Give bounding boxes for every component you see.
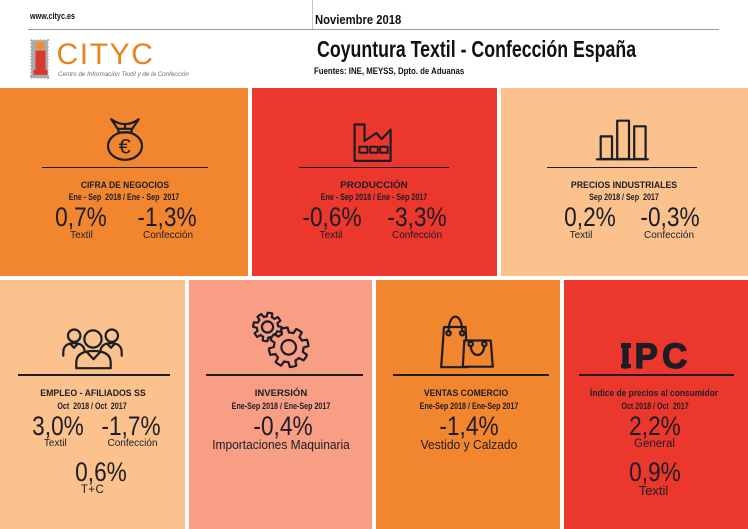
svg-text:€: € <box>119 135 131 159</box>
